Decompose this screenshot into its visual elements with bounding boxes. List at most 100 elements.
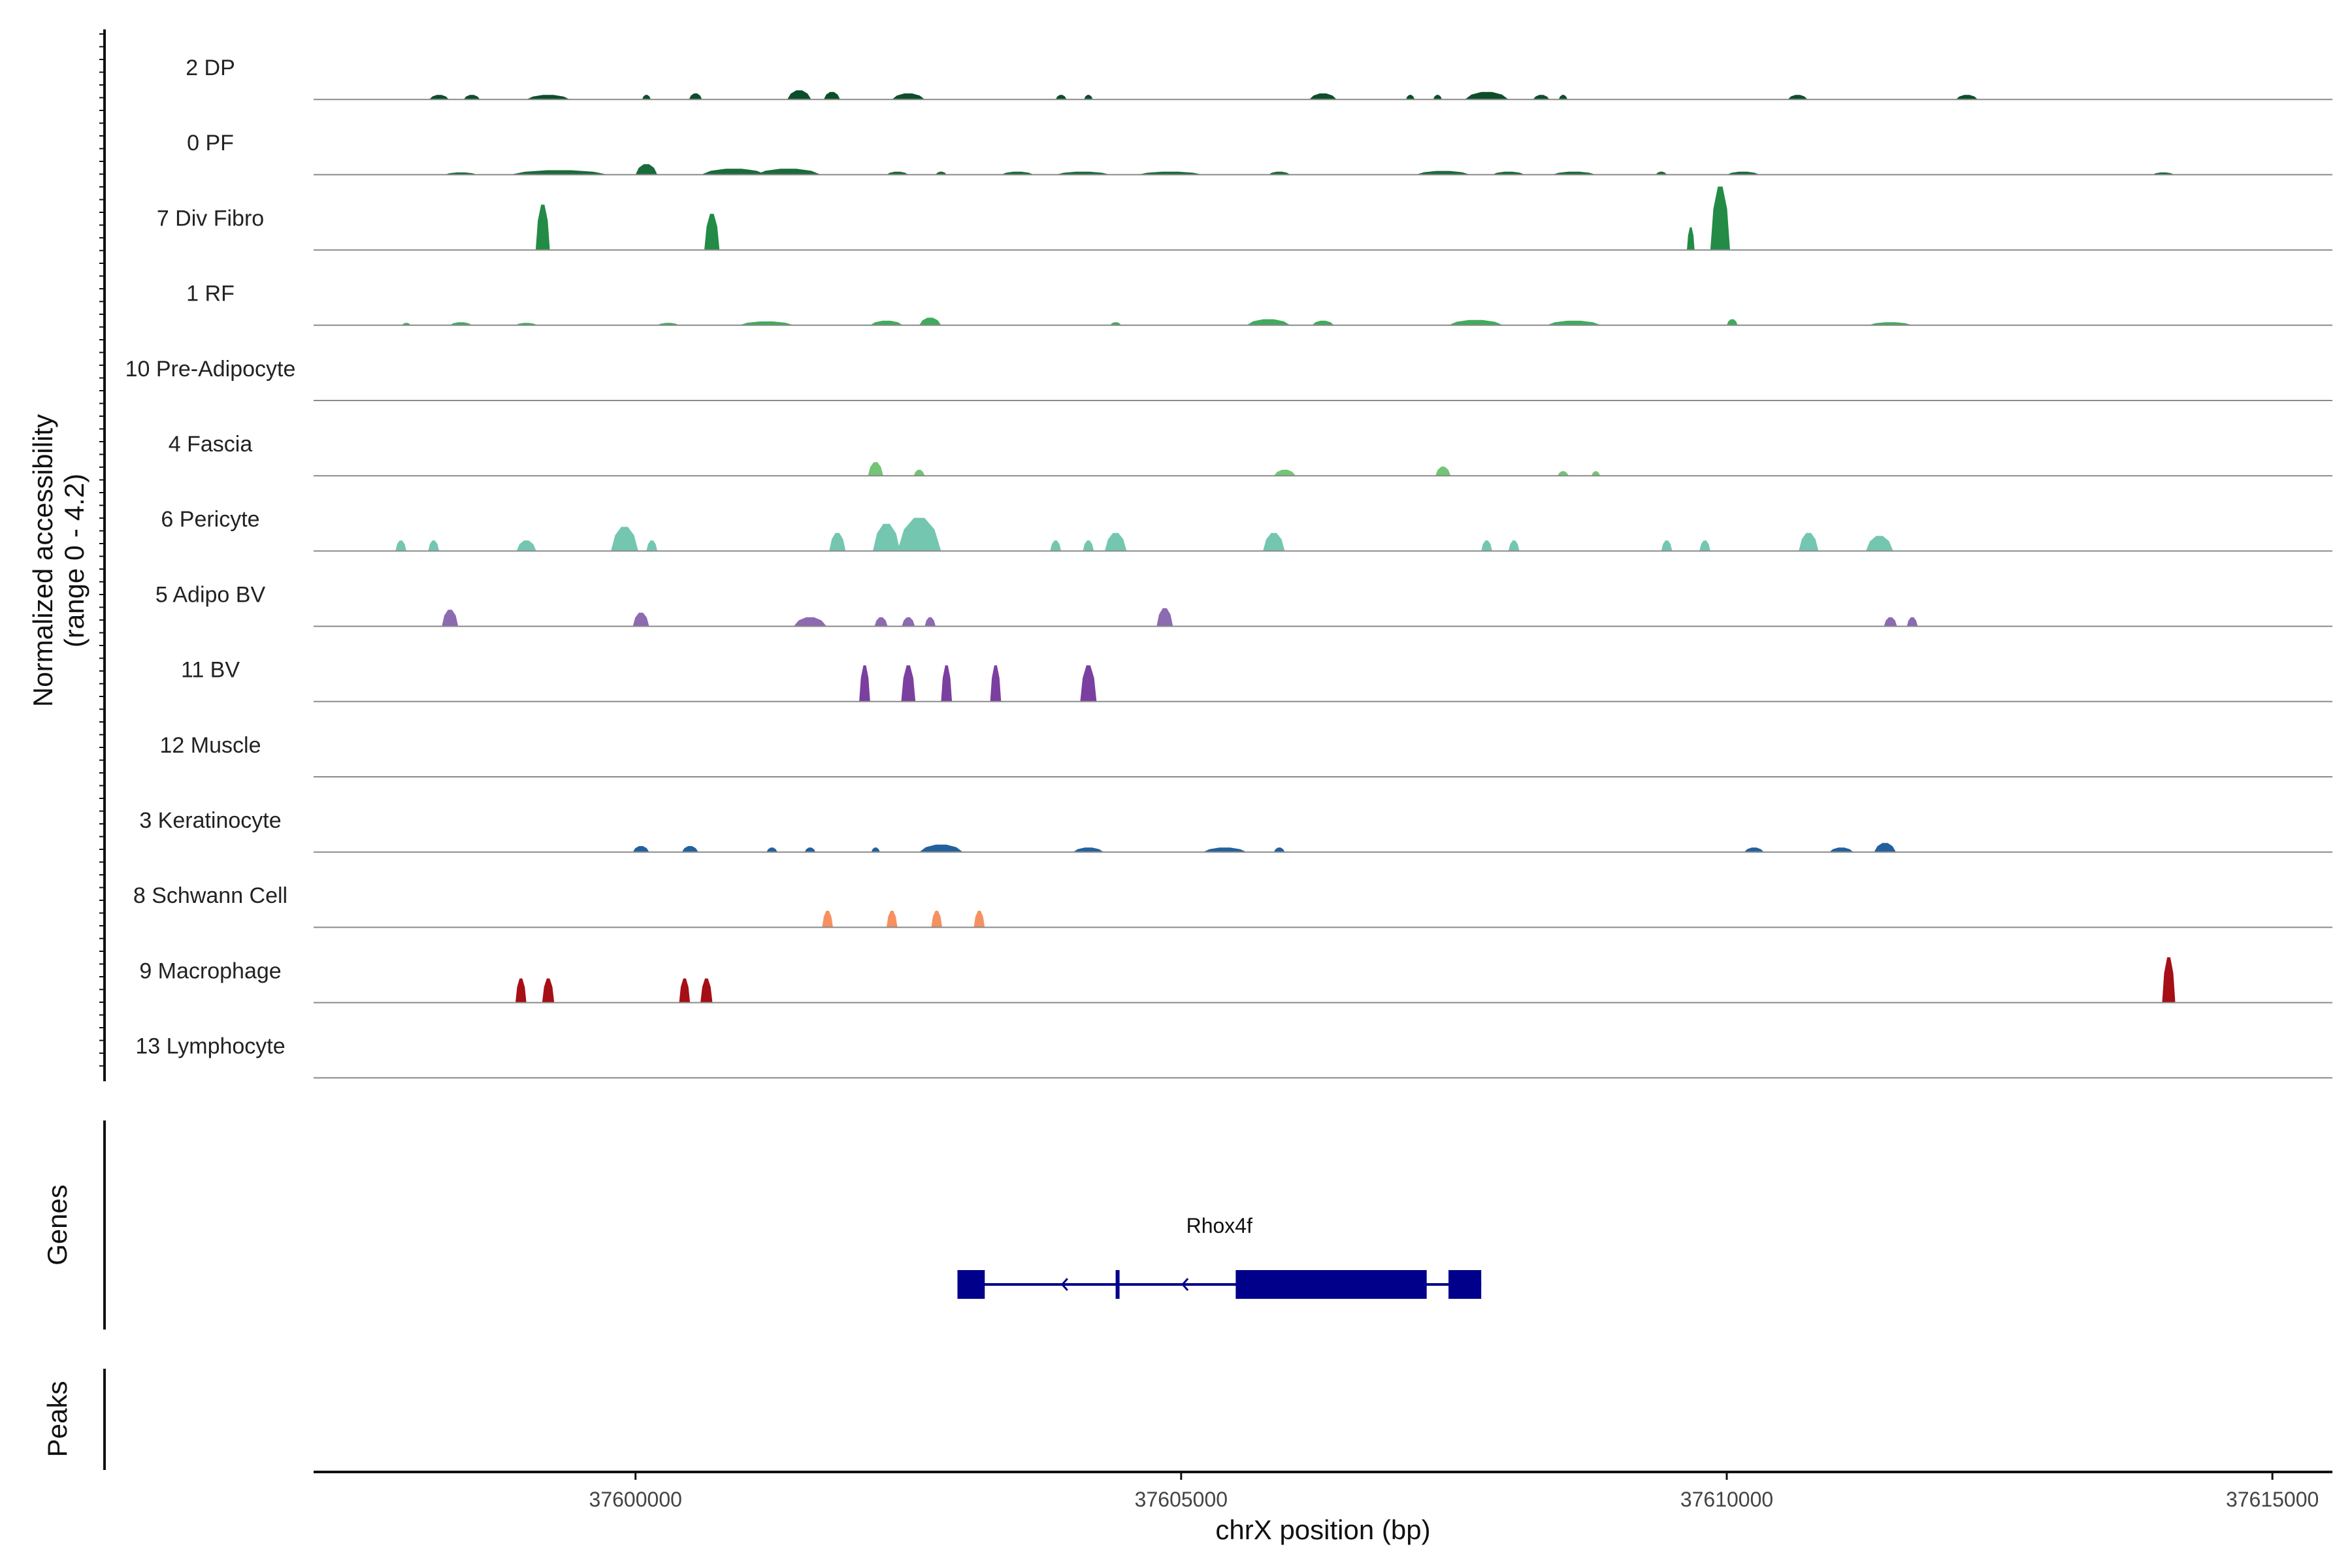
coverage-peak [870, 320, 903, 325]
track-label: 7 Div Fibro [157, 206, 264, 231]
track-label: 6 Pericyte [161, 507, 259, 532]
track-5: 10 Pre-Adipocyte [125, 357, 2332, 401]
coverage-peak [913, 470, 925, 476]
gene-exon [1448, 1270, 1482, 1299]
coverage-peak [871, 847, 880, 853]
coverage-peak [1137, 171, 1203, 175]
coverage-y-axis-ticks [99, 33, 105, 1067]
x-axis-label: chrX position (bp) [1215, 1514, 1430, 1545]
coverage-peak [1203, 847, 1247, 853]
coverage-peak [1312, 320, 1334, 325]
coverage-peak [442, 610, 459, 627]
coverage-peak [873, 523, 900, 551]
track-1: 2 DP [186, 56, 2332, 101]
gene-strand-arrow [1181, 1278, 1189, 1291]
x-axis-tick-label: 37605000 [1135, 1488, 1228, 1511]
coverage-peak [1110, 322, 1121, 325]
coverage-peak [1084, 95, 1093, 100]
coverage-peak [1055, 171, 1111, 175]
coverage-peak [990, 665, 1002, 702]
coverage-peak [535, 204, 550, 250]
coverage-peak [766, 847, 777, 853]
coverage-peak [1869, 322, 1912, 325]
coverage-peak [1416, 171, 1471, 175]
x-axis-tick-label: 37610000 [1680, 1488, 1773, 1511]
track-2: 0 PF [187, 131, 2332, 176]
coverage-peak [1558, 471, 1569, 476]
coverage-peak [1263, 532, 1285, 551]
coverage-peak [1104, 532, 1127, 551]
coverage-peak [1080, 665, 1097, 702]
coverage-peak [1448, 319, 1503, 325]
coverage-peak [429, 95, 449, 100]
coverage-peak [739, 321, 794, 325]
coverage-peak [516, 540, 536, 551]
gene-model: Rhox4f [957, 1214, 1482, 1299]
coverage-peak [1546, 320, 1601, 325]
coverage-peak [1465, 91, 1509, 100]
track-label: 12 Muscle [160, 733, 261, 758]
coverage-peak [931, 911, 943, 928]
track-label: 0 PF [187, 131, 234, 155]
coverage-peak [823, 91, 840, 100]
coverage-peak [1829, 847, 1854, 853]
track-9: 11 BV [181, 658, 2332, 702]
coverage-peak [632, 846, 649, 853]
coverage-peak [395, 540, 406, 551]
track-label: 8 Schwann Cell [133, 883, 287, 908]
coverage-peak [635, 164, 658, 175]
track-6: 4 Fascia [169, 432, 2332, 477]
coverage-peak [1558, 95, 1568, 100]
coverage-peak [868, 462, 883, 476]
coverage-peak [679, 978, 691, 1003]
coverage-peak [1744, 847, 1764, 853]
coverage-peak [1481, 540, 1492, 551]
coverage-peak [1001, 171, 1034, 175]
coverage-peak [1884, 617, 1897, 627]
x-axis-ticks: 37600000 37605000 37610000 37615000 [589, 1472, 2319, 1511]
coverage-peak [902, 617, 915, 627]
coverage-peak [886, 911, 898, 928]
y-axis-label-line2: (range 0 - 4.2) [59, 474, 90, 647]
track-label: 1 RF [186, 282, 235, 306]
coverage-peak [1955, 95, 1978, 100]
coverage-peak [510, 170, 608, 175]
track-13: 9 Macrophage [139, 957, 2332, 1004]
coverage-peak [1055, 95, 1067, 100]
coverage-peak [1273, 847, 1285, 853]
coverage-peak [897, 517, 941, 551]
gene-exon [1115, 1270, 1120, 1299]
coverage-peak [1727, 171, 1760, 175]
coverage-peak [700, 978, 713, 1003]
coverage-peak [1552, 171, 1596, 175]
track-label: 4 Fascia [169, 432, 253, 457]
track-label: 3 Keratinocyte [139, 808, 281, 833]
coverage-peak [1788, 95, 1808, 100]
coverage-peak [1273, 470, 1296, 476]
coverage-peak [919, 318, 941, 325]
coverage-peak [1906, 617, 1918, 627]
coverage-peak [919, 844, 963, 853]
coverage-peak [526, 95, 570, 100]
coverage-peak [1433, 95, 1443, 100]
coverage-peak [689, 93, 702, 100]
track-10: 12 Muscle [160, 733, 2332, 777]
gene-strand-arrow [1060, 1278, 1068, 1291]
gene-exon [1235, 1270, 1427, 1299]
coverage-peak [1799, 532, 1819, 551]
coverage-peak [1661, 540, 1673, 551]
coverage-peak [700, 169, 767, 175]
coverage-peak [1656, 171, 1667, 175]
track-label: 11 BV [181, 658, 240, 683]
track-label: 9 Macrophage [139, 958, 281, 983]
coverage-peak [1050, 540, 1062, 551]
track-8: 5 Adipo BV [155, 582, 2332, 627]
coverage-peak [787, 90, 811, 100]
coverage-peak [1874, 843, 1896, 853]
coverage-peak [1727, 319, 1738, 325]
coverage-tracks: 2 DP 0 PF 7 Div Fibro 1 RF 10 Pre-Adipocyte 4… [125, 56, 2332, 1079]
coverage-peak [1508, 540, 1520, 551]
track-label: 2 DP [186, 56, 235, 80]
